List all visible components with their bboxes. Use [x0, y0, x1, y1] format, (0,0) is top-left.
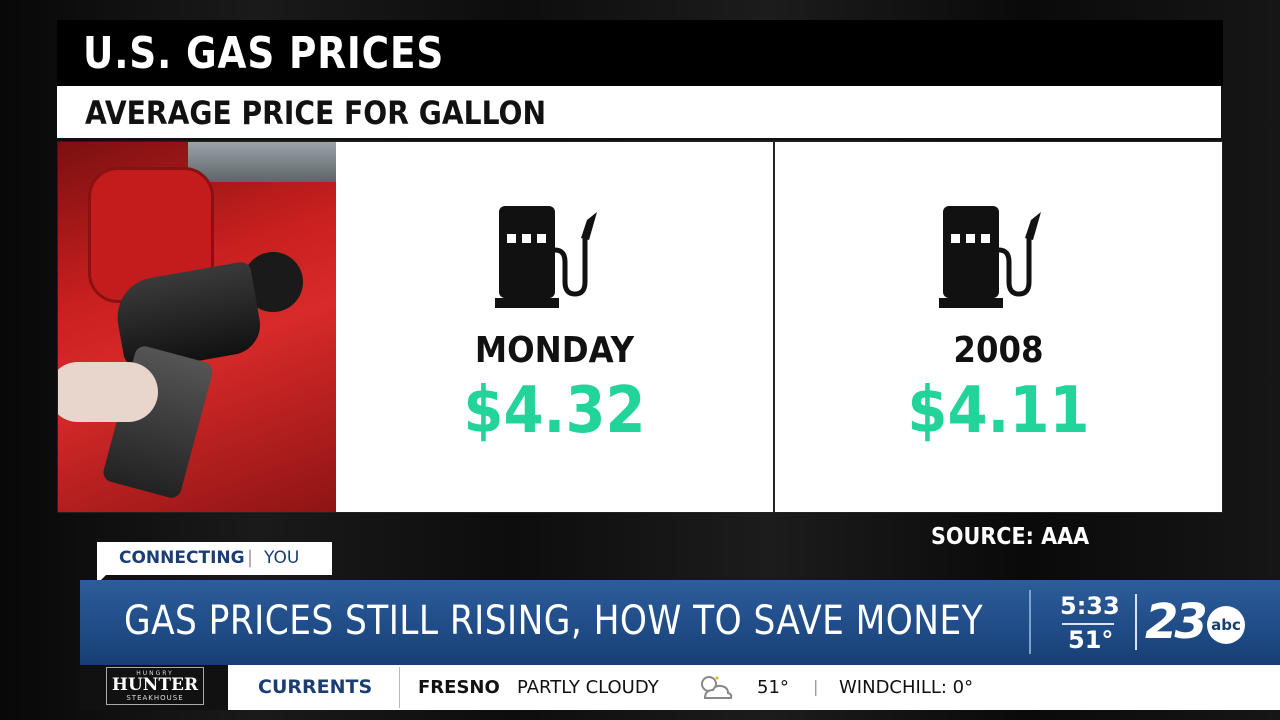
graphic-title-bar: U.S. GAS PRICES [57, 20, 1223, 86]
weather-condition: PARTLY CLOUDY [517, 677, 659, 698]
sponsor-sub: STEAKHOUSE [126, 694, 184, 702]
windchill: WINDCHILL: 0° [839, 677, 974, 698]
stat-value: $4.11 [907, 374, 1090, 448]
stat-label: 2008 [953, 330, 1044, 371]
partly-cloudy-icon [701, 676, 733, 699]
headline: GAS PRICES STILL RISING, HOW TO SAVE MON… [124, 598, 984, 644]
current-temperature: 51° [1068, 626, 1114, 654]
stat-monday: MONDAY $4.32 [336, 142, 773, 512]
graphic-subtitle-bar: AVERAGE PRICE FOR GALLON [57, 86, 1221, 140]
panel-divider [773, 142, 775, 512]
weather-city: FRESNO [418, 677, 500, 698]
ticker-separator: | [813, 677, 819, 696]
sponsor-main: HUNTER [111, 675, 199, 695]
lower-third: GAS PRICES STILL RISING, HOW TO SAVE MON… [80, 580, 1280, 665]
tag-light: YOU [264, 548, 300, 568]
divider [1135, 594, 1137, 650]
fueling-car-photo [58, 142, 336, 512]
segment-tag: CONNECTING | YOU [97, 542, 332, 584]
sponsor-top: HUNGRY [136, 670, 174, 677]
graphic-title: U.S. GAS PRICES [83, 28, 445, 79]
gas-pump-icon [938, 206, 1041, 308]
divider [399, 667, 400, 708]
station-logo-number: 23 [1145, 594, 1208, 650]
source-credit: SOURCE: AAA [931, 524, 1090, 550]
divider [1062, 623, 1114, 625]
clock-time: 5:33 [1060, 592, 1120, 620]
tag-separator: | [247, 547, 254, 568]
stat-value: $4.32 [463, 374, 646, 448]
stat-2008: 2008 $4.11 [775, 142, 1222, 512]
tag-strong: CONNECTING [119, 548, 245, 568]
ticker-section: CURRENTS [258, 676, 373, 698]
graphic-subtitle: AVERAGE PRICE FOR GALLON [85, 94, 547, 132]
gas-pump-icon [494, 206, 597, 308]
divider [1029, 590, 1031, 654]
weather-temp: 51° [757, 677, 789, 698]
stat-label: MONDAY [474, 330, 635, 371]
network-logo-icon: abc [1207, 606, 1245, 644]
gas-price-panel: MONDAY $4.32 2008 $4.11 [57, 141, 1223, 513]
ticker-bar: HUNGRY HUNTER STEAKHOUSE CURRENTS FRESNO… [80, 665, 1280, 710]
sponsor-logo: HUNGRY HUNTER STEAKHOUSE [80, 665, 228, 710]
